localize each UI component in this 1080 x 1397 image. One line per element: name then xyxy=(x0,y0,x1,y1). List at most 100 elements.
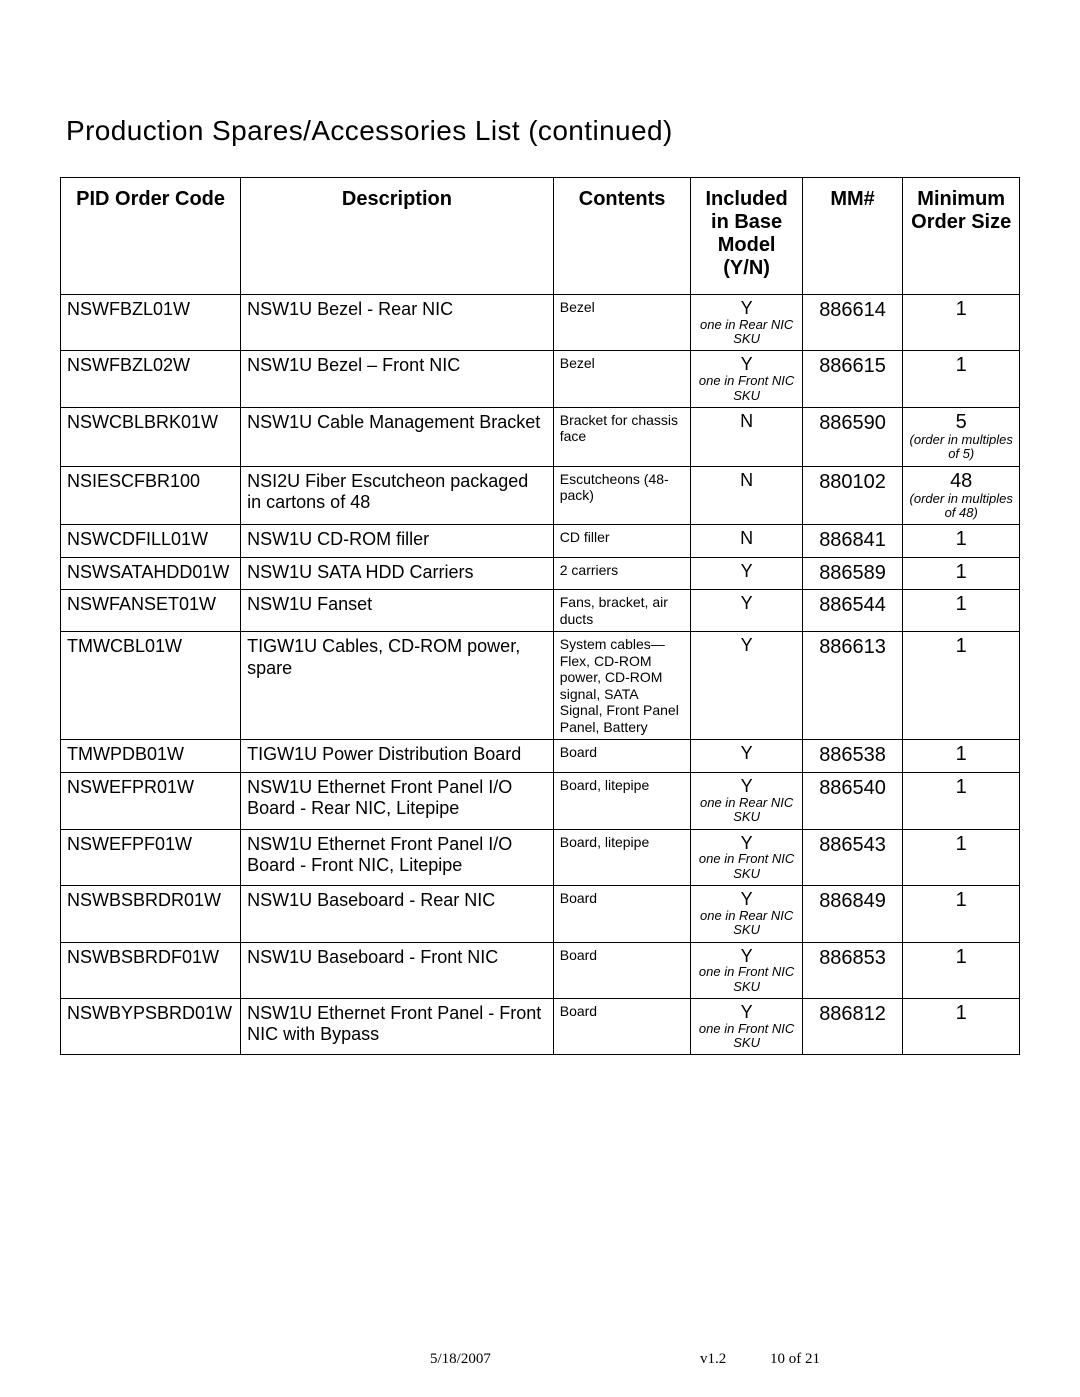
cell-pid: TMWPDB01W xyxy=(61,740,241,773)
cell-mm: 886853 xyxy=(802,942,903,998)
cell-contents: Bezel xyxy=(553,295,691,351)
cell-contents: Board, litepipe xyxy=(553,829,691,885)
table-row: NSWCBLBRK01WNSW1U Cable Management Brack… xyxy=(61,407,1020,466)
table-row: NSWBSBRDR01WNSW1U Baseboard - Rear NICBo… xyxy=(61,886,1020,942)
cell-pid: NSWEFPF01W xyxy=(61,829,241,885)
cell-included: Yone in Front NIC SKU xyxy=(691,999,802,1055)
cell-mm: 886544 xyxy=(802,590,903,632)
table-row: NSWEFPR01WNSW1U Ethernet Front Panel I/O… xyxy=(61,773,1020,829)
cell-pid: NSIESCFBR100 xyxy=(61,466,241,525)
cell-desc: NSW1U Baseboard - Rear NIC xyxy=(241,886,554,942)
min-value: 1 xyxy=(909,777,1013,798)
cell-contents: Bracket for chassis face xyxy=(553,407,691,466)
included-value: N xyxy=(697,471,795,490)
cell-contents: Escutcheons (48-pack) xyxy=(553,466,691,525)
included-note: one in Rear NIC SKU xyxy=(697,318,795,347)
cell-desc: NSW1U SATA HDD Carriers xyxy=(241,557,554,590)
cell-contents: Fans, bracket, air ducts xyxy=(553,590,691,632)
cell-mm: 886841 xyxy=(802,525,903,558)
min-value: 1 xyxy=(909,529,1013,550)
included-note: one in Rear NIC SKU xyxy=(697,909,795,938)
cell-desc: NSW1U Ethernet Front Panel I/O Board - R… xyxy=(241,773,554,829)
included-value: N xyxy=(697,412,795,431)
cell-included: Yone in Rear NIC SKU xyxy=(691,886,802,942)
cell-mm: 886849 xyxy=(802,886,903,942)
col-header-desc: Description xyxy=(241,178,554,295)
col-header-included: Included in Base Model (Y/N) xyxy=(691,178,802,295)
cell-contents: Bezel xyxy=(553,351,691,407)
min-value: 1 xyxy=(909,355,1013,376)
min-value: 1 xyxy=(909,299,1013,320)
cell-included: Y xyxy=(691,557,802,590)
cell-included: Yone in Rear NIC SKU xyxy=(691,295,802,351)
min-value: 1 xyxy=(909,1003,1013,1024)
cell-contents: Board xyxy=(553,740,691,773)
cell-pid: NSWSATAHDD01W xyxy=(61,557,241,590)
min-value: 5 xyxy=(909,412,1013,433)
cell-min: 1 xyxy=(903,829,1020,885)
cell-pid: NSWFBZL01W xyxy=(61,295,241,351)
min-value: 1 xyxy=(909,562,1013,583)
included-value: Y xyxy=(697,777,795,796)
included-note: one in Front NIC SKU xyxy=(697,1022,795,1051)
included-note: one in Rear NIC SKU xyxy=(697,796,795,825)
cell-min: 1 xyxy=(903,773,1020,829)
included-value: Y xyxy=(697,355,795,374)
cell-min: 1 xyxy=(903,557,1020,590)
col-header-mm: MM# xyxy=(802,178,903,295)
footer-version: v1.2 xyxy=(700,1351,726,1368)
cell-desc: NSW1U Baseboard - Front NIC xyxy=(241,942,554,998)
cell-desc: TIGW1U Cables, CD-ROM power, spare xyxy=(241,632,554,740)
min-note: (order in multiples of 48) xyxy=(909,492,1013,521)
cell-contents: Board xyxy=(553,942,691,998)
cell-included: N xyxy=(691,525,802,558)
table-row: NSWBSBRDF01WNSW1U Baseboard - Front NICB… xyxy=(61,942,1020,998)
cell-included: N xyxy=(691,407,802,466)
cell-contents: Board xyxy=(553,886,691,942)
table-row: TMWPDB01WTIGW1U Power Distribution Board… xyxy=(61,740,1020,773)
cell-included: Yone in Rear NIC SKU xyxy=(691,773,802,829)
cell-pid: NSWCBLBRK01W xyxy=(61,407,241,466)
included-value: Y xyxy=(697,834,795,853)
cell-min: 1 xyxy=(903,351,1020,407)
cell-desc: NSI2U Fiber Escutcheon packaged in carto… xyxy=(241,466,554,525)
cell-mm: 886540 xyxy=(802,773,903,829)
min-value: 1 xyxy=(909,594,1013,615)
min-note: (order in multiples of 5) xyxy=(909,433,1013,462)
cell-mm: 886543 xyxy=(802,829,903,885)
cell-pid: NSWBSBRDF01W xyxy=(61,942,241,998)
cell-desc: NSW1U CD-ROM filler xyxy=(241,525,554,558)
cell-mm: 886613 xyxy=(802,632,903,740)
page: Production Spares/Accessories List (cont… xyxy=(0,0,1080,1397)
cell-min: 1 xyxy=(903,632,1020,740)
cell-contents: 2 carriers xyxy=(553,557,691,590)
col-header-min: Minimum Order Size xyxy=(903,178,1020,295)
cell-contents: System cables—Flex, CD-ROM power, CD-ROM… xyxy=(553,632,691,740)
col-header-pid: PID Order Code xyxy=(61,178,241,295)
cell-desc: NSW1U Cable Management Bracket xyxy=(241,407,554,466)
cell-mm: 886590 xyxy=(802,407,903,466)
cell-pid: NSWCDFILL01W xyxy=(61,525,241,558)
cell-included: Yone in Front NIC SKU xyxy=(691,351,802,407)
footer-page: 10 of 21 xyxy=(770,1351,820,1368)
min-value: 1 xyxy=(909,636,1013,657)
cell-included: Y xyxy=(691,740,802,773)
table-row: NSIESCFBR100NSI2U Fiber Escutcheon packa… xyxy=(61,466,1020,525)
table-row: NSWEFPF01WNSW1U Ethernet Front Panel I/O… xyxy=(61,829,1020,885)
cell-pid: NSWFANSET01W xyxy=(61,590,241,632)
cell-mm: 886589 xyxy=(802,557,903,590)
min-value: 1 xyxy=(909,947,1013,968)
cell-mm: 886615 xyxy=(802,351,903,407)
cell-desc: NSW1U Ethernet Front Panel - Front NIC w… xyxy=(241,999,554,1055)
cell-pid: NSWBSBRDR01W xyxy=(61,886,241,942)
cell-pid: NSWFBZL02W xyxy=(61,351,241,407)
included-value: N xyxy=(697,529,795,548)
cell-min: 1 xyxy=(903,295,1020,351)
cell-desc: NSW1U Fanset xyxy=(241,590,554,632)
cell-mm: 886614 xyxy=(802,295,903,351)
cell-included: Yone in Front NIC SKU xyxy=(691,829,802,885)
cell-pid: NSWEFPR01W xyxy=(61,773,241,829)
included-value: Y xyxy=(697,744,795,763)
min-value: 48 xyxy=(909,471,1013,492)
cell-included: Y xyxy=(691,590,802,632)
